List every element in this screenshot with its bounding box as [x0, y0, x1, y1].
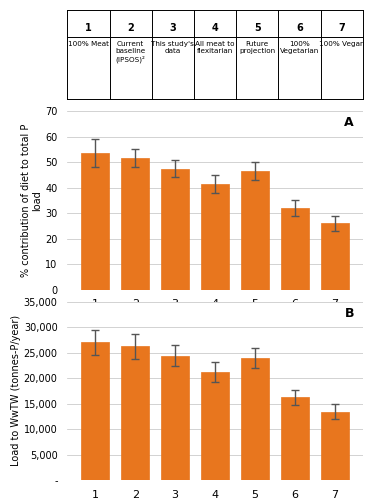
- Text: 3: 3: [169, 24, 176, 34]
- Bar: [241, 358, 269, 480]
- Text: 2: 2: [127, 24, 134, 34]
- X-axis label: Scenario: Scenario: [188, 315, 242, 325]
- Text: Future
projection: Future projection: [239, 41, 275, 54]
- Bar: [201, 184, 229, 290]
- Y-axis label: Load to WwTW (tonnes-P/year): Load to WwTW (tonnes-P/year): [11, 315, 21, 466]
- Text: A: A: [344, 116, 354, 130]
- Text: All meat to
flexitarian: All meat to flexitarian: [195, 41, 235, 54]
- Text: 100% Vegan: 100% Vegan: [319, 41, 364, 47]
- Text: 6: 6: [296, 24, 303, 34]
- Y-axis label: % contribution of diet to total P
load: % contribution of diet to total P load: [21, 124, 42, 277]
- Text: 4: 4: [212, 24, 218, 34]
- Bar: [321, 412, 349, 480]
- Bar: [121, 158, 149, 290]
- Text: 7: 7: [338, 24, 345, 34]
- Bar: [121, 346, 149, 480]
- Bar: [281, 208, 309, 290]
- Bar: [81, 153, 109, 290]
- Text: 1: 1: [85, 24, 92, 34]
- Text: This study's
data: This study's data: [151, 41, 194, 54]
- Text: 100% Meat: 100% Meat: [68, 41, 109, 47]
- Bar: [161, 168, 189, 290]
- Text: 100%
Vegetarian: 100% Vegetarian: [280, 41, 319, 54]
- Text: 5: 5: [254, 24, 261, 34]
- Bar: [321, 224, 349, 290]
- Bar: [81, 342, 109, 480]
- Text: B: B: [344, 307, 354, 320]
- Bar: [281, 398, 309, 480]
- Bar: [241, 171, 269, 290]
- Bar: [161, 356, 189, 480]
- Bar: [201, 372, 229, 480]
- Text: Current
baseline
(IPSOS)²: Current baseline (IPSOS)²: [116, 41, 146, 63]
